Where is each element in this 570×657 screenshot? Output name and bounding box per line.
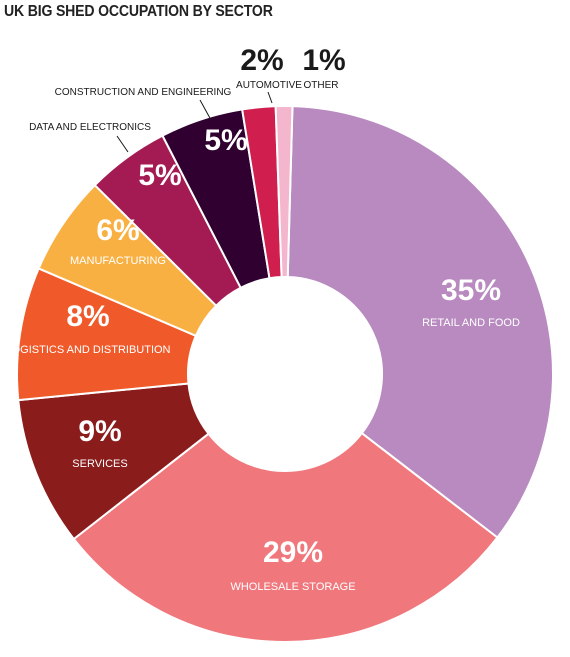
slice-label-construction-and-engineering: CONSTRUCTION AND ENGINEERING	[55, 87, 232, 98]
leader-line-construction-and-engineering	[199, 99, 212, 121]
slice-label-services: SERVICES	[72, 458, 127, 470]
leader-line-data-and-electronics	[116, 135, 129, 153]
donut-slice-services	[17, 382, 210, 541]
slice-value-data-and-electronics: 5%	[138, 159, 181, 192]
slice-label-logistics-and-distribution: LOGISTICS AND DISTRIBUTION	[5, 344, 170, 356]
slice-value-automotive: 2%	[240, 44, 283, 77]
slice-label-other: OTHER	[304, 80, 339, 91]
chart-title: UK BIG SHED OCCUPATION BY SECTOR	[4, 3, 273, 20]
slice-label-automotive: AUTOMOTIVE	[236, 80, 302, 91]
slice-value-other: 1%	[302, 44, 345, 77]
leader-line-automotive	[267, 91, 273, 104]
slice-value-retail-and-food: 35%	[441, 274, 501, 307]
slice-value-construction-and-engineering: 5%	[204, 124, 247, 157]
donut-slice-retail-and-food	[286, 105, 554, 539]
slice-value-logistics-and-distribution: 8%	[66, 300, 109, 333]
slice-value-manufacturing: 6%	[96, 214, 139, 247]
donut-slice-wholesale-storage	[72, 431, 499, 643]
donut-slice-other	[274, 105, 294, 279]
slice-label-wholesale-storage: WHOLESALE STORAGE	[230, 581, 355, 593]
slice-value-services: 9%	[78, 415, 121, 448]
slice-label-data-and-electronics: DATA AND ELECTRONICS	[29, 122, 151, 133]
slice-label-manufacturing: MANUFACTURING	[70, 255, 166, 267]
slice-label-retail-and-food: RETAIL AND FOOD	[422, 317, 520, 329]
slice-value-wholesale-storage: 29%	[263, 536, 323, 569]
